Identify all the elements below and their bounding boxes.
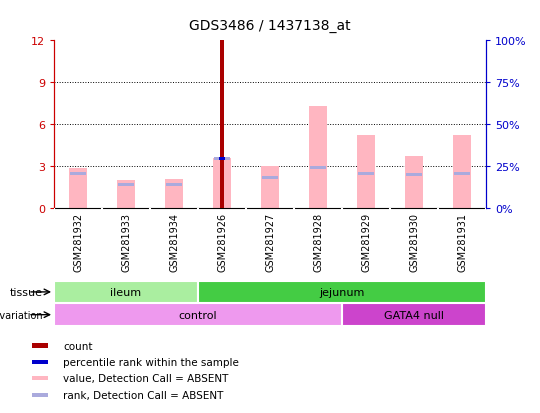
Text: control: control [179,310,217,320]
Text: percentile rank within the sample: percentile rank within the sample [64,357,239,367]
Bar [69,168,87,209]
Bar [213,158,231,209]
Text: genotype/variation: genotype/variation [0,310,43,320]
Text: GSM281933: GSM281933 [121,212,131,271]
Text: GSM281928: GSM281928 [313,212,323,271]
Text: GSM281931: GSM281931 [457,212,467,271]
Text: GSM281929: GSM281929 [361,212,371,271]
Bar [357,136,375,209]
Text: GSM281934: GSM281934 [169,212,179,271]
Text: GATA4 null: GATA4 null [384,310,444,320]
Bar [358,172,374,175]
Bar [261,167,279,209]
Bar [214,157,230,161]
Bar [32,376,48,380]
Text: GSM281926: GSM281926 [217,212,227,271]
Bar [219,157,225,161]
Bar [220,41,225,209]
Bar [405,157,423,209]
Bar [117,181,135,209]
Bar [309,107,327,209]
Bar [32,360,48,364]
Bar [453,136,471,209]
Bar [54,304,342,326]
Text: GSM281932: GSM281932 [73,212,83,271]
Bar [406,173,422,177]
Text: jejunum: jejunum [319,287,364,297]
Bar [70,172,86,175]
Text: GSM281930: GSM281930 [409,212,419,271]
Text: value, Detection Call = ABSENT: value, Detection Call = ABSENT [64,373,229,383]
Text: tissue: tissue [10,287,43,297]
Bar [166,183,182,186]
Bar [32,344,48,348]
Bar [310,166,326,170]
Text: count: count [64,341,93,351]
Bar [32,393,48,397]
Bar [118,183,134,186]
Text: rank, Detection Call = ABSENT: rank, Detection Call = ABSENT [64,390,224,400]
Bar [54,281,198,304]
Text: ileum: ileum [111,287,141,297]
Bar [165,179,183,209]
Bar [198,281,486,304]
Bar [454,172,470,175]
Text: GSM281927: GSM281927 [265,212,275,271]
Bar [342,304,486,326]
Bar [262,176,278,179]
Text: GDS3486 / 1437138_at: GDS3486 / 1437138_at [189,19,351,33]
